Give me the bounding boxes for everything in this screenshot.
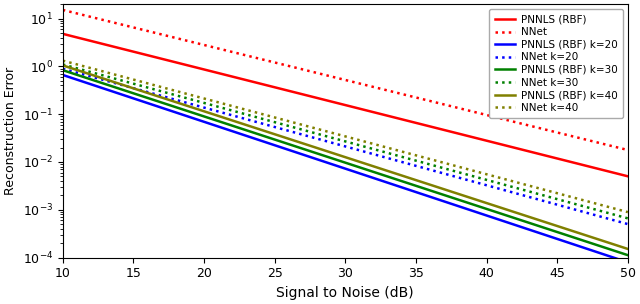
PNNLS (RBF) k=40 xyxy=(624,247,632,251)
NNet k=40 xyxy=(535,186,543,190)
NNet k=40 xyxy=(59,59,67,62)
Line: NNet k=30: NNet k=30 xyxy=(63,64,628,218)
NNet k=40 xyxy=(404,151,412,155)
PNNLS (RBF) k=20 xyxy=(624,261,632,264)
PNNLS (RBF) k=30 xyxy=(571,236,579,240)
PNNLS (RBF) k=30 xyxy=(404,181,412,185)
X-axis label: Signal to Noise (dB): Signal to Noise (dB) xyxy=(276,286,414,300)
PNNLS (RBF) k=20 xyxy=(394,184,401,188)
PNNLS (RBF) xyxy=(394,116,401,120)
PNNLS (RBF) k=20 xyxy=(61,74,68,78)
NNet k=20 xyxy=(535,198,543,202)
PNNLS (RBF) k=40 xyxy=(535,218,543,222)
NNet k=20 xyxy=(396,159,403,163)
PNNLS (RBF) k=20 xyxy=(59,73,67,77)
NNet k=40 xyxy=(624,210,632,214)
NNet xyxy=(535,126,543,130)
NNet k=30 xyxy=(394,154,401,157)
PNNLS (RBF) xyxy=(571,161,579,165)
Line: PNNLS (RBF) k=20: PNNLS (RBF) k=20 xyxy=(63,75,628,262)
Legend: PNNLS (RBF), NNet, PNNLS (RBF) k=20, NNet k=20, PNNLS (RBF) k=30, NNet k=30, PNN: PNNLS (RBF), NNet, PNNLS (RBF) k=20, NNe… xyxy=(490,9,623,118)
NNet xyxy=(571,135,579,139)
PNNLS (RBF) k=20 xyxy=(396,185,403,188)
PNNLS (RBF) xyxy=(624,174,632,178)
PNNLS (RBF) xyxy=(59,32,67,36)
NNet k=30 xyxy=(571,202,579,206)
PNNLS (RBF) k=40 xyxy=(394,172,401,176)
NNet xyxy=(394,91,401,95)
PNNLS (RBF) k=40 xyxy=(404,176,412,180)
NNet k=20 xyxy=(59,67,67,71)
PNNLS (RBF) k=30 xyxy=(396,178,403,182)
NNet xyxy=(624,148,632,152)
Line: PNNLS (RBF): PNNLS (RBF) xyxy=(63,34,628,176)
PNNLS (RBF) xyxy=(396,117,403,120)
PNNLS (RBF) k=30 xyxy=(535,224,543,228)
NNet k=40 xyxy=(394,148,401,152)
NNet xyxy=(59,8,67,12)
PNNLS (RBF) k=30 xyxy=(59,68,67,72)
PNNLS (RBF) k=40 xyxy=(571,230,579,233)
PNNLS (RBF) xyxy=(404,119,412,123)
NNet k=40 xyxy=(61,59,68,63)
NNet k=40 xyxy=(571,196,579,200)
Line: NNet k=40: NNet k=40 xyxy=(63,60,628,212)
NNet k=20 xyxy=(404,162,412,166)
PNNLS (RBF) k=20 xyxy=(404,188,412,192)
NNet k=40 xyxy=(396,149,403,153)
NNet k=30 xyxy=(59,63,67,66)
NNet k=20 xyxy=(394,159,401,163)
NNet xyxy=(396,92,403,95)
NNet k=30 xyxy=(396,154,403,158)
PNNLS (RBF) k=20 xyxy=(535,231,543,235)
PNNLS (RBF) k=40 xyxy=(61,64,68,68)
NNet k=30 xyxy=(61,63,68,67)
NNet k=20 xyxy=(571,208,579,211)
PNNLS (RBF) k=40 xyxy=(59,64,67,67)
PNNLS (RBF) k=20 xyxy=(571,243,579,247)
PNNLS (RBF) k=30 xyxy=(624,253,632,257)
NNet k=20 xyxy=(61,67,68,71)
NNet xyxy=(61,9,68,12)
Line: NNet k=20: NNet k=20 xyxy=(63,69,628,224)
Line: NNet: NNet xyxy=(63,10,628,150)
PNNLS (RBF) xyxy=(535,152,543,156)
NNet xyxy=(404,94,412,98)
NNet k=30 xyxy=(404,157,412,161)
Line: PNNLS (RBF) k=30: PNNLS (RBF) k=30 xyxy=(63,70,628,255)
NNet k=20 xyxy=(624,222,632,226)
Line: PNNLS (RBF) k=40: PNNLS (RBF) k=40 xyxy=(63,65,628,249)
Y-axis label: Reconstruction Error: Reconstruction Error xyxy=(4,67,17,195)
NNet k=30 xyxy=(624,216,632,220)
PNNLS (RBF) k=30 xyxy=(394,178,401,181)
NNet k=30 xyxy=(535,192,543,196)
PNNLS (RBF) xyxy=(61,33,68,36)
PNNLS (RBF) k=30 xyxy=(61,69,68,73)
PNNLS (RBF) k=40 xyxy=(396,173,403,177)
